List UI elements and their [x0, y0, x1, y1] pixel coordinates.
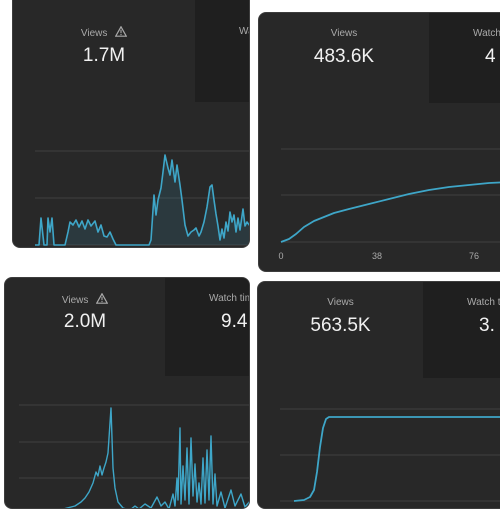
watch-time-label: Watch tim [467, 297, 500, 308]
views-metric-tab[interactable]: Views 563.5K [258, 282, 423, 378]
chart-gridlines [280, 408, 500, 502]
warning-triangle-icon [115, 26, 128, 37]
views-metric-tab[interactable]: Views 1.7M [13, 0, 195, 102]
watch-time-value: 3. [479, 315, 495, 336]
views-line [293, 416, 500, 502]
chart-gridlines [281, 148, 500, 243]
views-value: 2.0M [63, 311, 107, 332]
views-line [35, 154, 249, 246]
views-metric-tab[interactable]: Views 483.6K [259, 13, 429, 103]
views-label: Views [327, 297, 354, 308]
views-chart [19, 404, 249, 508]
watch-time-tab[interactable]: Wa [195, 0, 249, 102]
views-label: Views [330, 28, 358, 39]
x-tick-label: 0 [278, 251, 283, 261]
views-metric-tab[interactable]: Views 2.0M [5, 278, 165, 376]
analytics-card-4: Views 563.5K Watch tim 3. [257, 281, 500, 509]
views-value: 1.7M [82, 45, 126, 66]
views-chart: 0 38 76 [278, 148, 500, 261]
x-tick-label: 38 [372, 251, 382, 261]
views-label: Views [80, 28, 108, 39]
views-label: Views [61, 295, 89, 306]
x-tick-label: 76 [469, 251, 479, 261]
views-value: 563.5K [310, 315, 371, 336]
analytics-card-1: Views 1.7M Wa [12, 0, 250, 248]
watch-time-label: Watch [473, 28, 500, 39]
warning-triangle-icon [96, 293, 109, 304]
watch-time-label: Watch tim [209, 293, 250, 304]
analytics-card-3: Views 2.0M Watch tim 9.4 [4, 277, 250, 509]
views-value: 483.6K [313, 46, 375, 67]
watch-time-tab[interactable]: Watch tim 3. [423, 282, 500, 378]
watch-time-tab[interactable]: Watch 4 [429, 13, 500, 103]
watch-time-tab[interactable]: Watch tim 9.4 [165, 278, 250, 376]
views-chart [280, 408, 500, 502]
analytics-card-2: Views 483.6K Watch 4 0 38 76 [258, 12, 500, 272]
watch-time-value: 4 [485, 46, 496, 67]
views-chart [35, 150, 249, 246]
watch-time-value: 9.4 [221, 311, 248, 332]
views-area [35, 155, 249, 245]
views-line [280, 181, 500, 243]
chart-gridlines [19, 404, 249, 479]
watch-time-label: Wa [239, 26, 249, 37]
views-line [64, 407, 249, 508]
